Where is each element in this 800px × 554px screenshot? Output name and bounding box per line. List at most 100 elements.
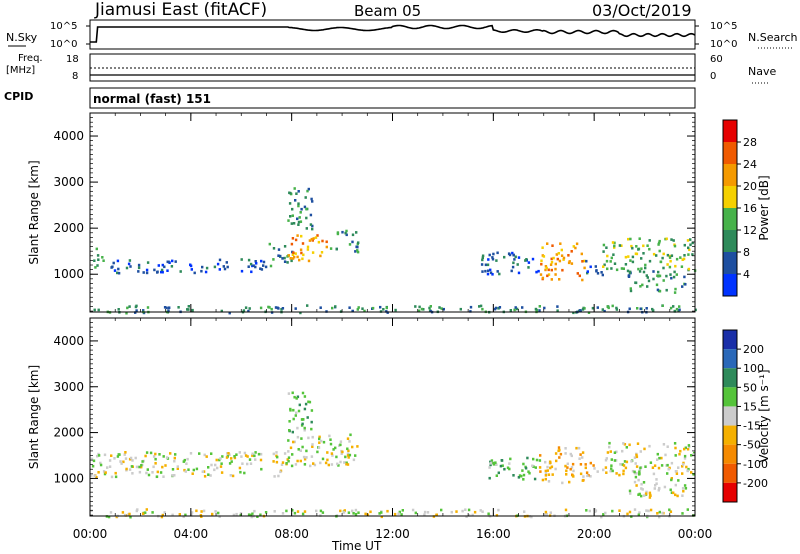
data-cell [681,472,684,475]
data-cell [657,274,660,277]
nsky-series-line [90,24,696,43]
data-cell [203,475,207,478]
data-cell [290,242,294,246]
data-cell [605,471,608,474]
data-cell [154,457,157,461]
data-cell [279,470,282,474]
data-cell [295,192,298,195]
data-cell [138,470,142,474]
data-cell [145,271,149,275]
data-cell [661,256,664,260]
data-cell [677,466,680,469]
data-cell [165,306,168,310]
data-cell [642,481,646,484]
data-cell [586,270,589,273]
data-cell [554,267,557,271]
data-cell [310,409,314,412]
data-cell [672,491,675,495]
data-cell [335,455,338,459]
data-cell [429,305,432,308]
data-cell [305,456,308,459]
data-cell [117,267,120,271]
data-cell [478,305,481,308]
colorbar-segment [723,482,737,502]
data-cell [686,469,689,473]
data-cell [652,309,655,312]
data-cell [228,462,232,465]
data-cell [289,409,292,412]
count-tick-high-right: 10^5 [710,21,738,32]
data-cell [556,257,559,261]
data-cell [321,457,325,461]
data-cell [291,453,294,456]
data-cell [579,453,582,456]
data-cell [253,454,256,458]
colorbar-segment [723,349,737,369]
data-cell [658,515,661,519]
data-cell [314,236,318,239]
data-cell [566,466,569,469]
data-cell [604,511,607,515]
data-cell [554,273,557,276]
data-cell [306,304,309,307]
data-cell [581,451,585,454]
colorbar-tick-label: -50 [743,439,761,452]
data-cell [640,482,643,486]
data-cell [663,485,667,489]
data-cell [635,465,639,468]
data-cell [211,512,214,516]
data-cell [216,262,220,266]
data-cell [681,463,685,466]
data-cell [455,510,458,513]
data-cell [107,515,111,519]
data-cell [310,237,313,241]
data-cell [681,512,684,515]
data-cell [207,466,210,469]
data-cell [539,470,542,473]
colorbar-segment [723,186,737,208]
data-cell [623,443,627,446]
data-cell [564,464,567,468]
data-cell [296,217,299,221]
data-cell [629,289,633,293]
data-cell [290,259,293,263]
data-cell [564,508,568,512]
data-cell [135,465,139,469]
data-cell [354,508,358,512]
data-cell [595,269,598,273]
data-cell [229,474,232,477]
data-cell [140,464,143,467]
data-cell [145,508,148,511]
data-cell [108,459,112,462]
data-cell [146,468,149,471]
data-cell [656,274,659,277]
data-cell [652,472,656,476]
panel-bg [90,113,695,312]
x-tick-label: 16:00 [476,527,511,541]
data-cell [316,450,319,454]
y-tick-label: 4000 [53,334,84,348]
data-cell [340,452,343,455]
data-cell [398,510,401,514]
data-cell [250,513,253,517]
data-cell [347,456,350,459]
data-cell [125,266,129,270]
data-cell [586,474,589,478]
data-cell [294,252,297,255]
data-cell [114,471,117,475]
data-cell [291,214,294,217]
data-cell [262,260,266,264]
data-cell [581,260,584,263]
data-cell [647,279,651,283]
data-cell [584,463,587,466]
data-cell [163,306,167,309]
data-cell [304,402,308,406]
data-cell [131,459,134,462]
data-cell [674,446,677,450]
data-cell [296,395,300,399]
data-cell [123,513,127,517]
data-cell [638,270,642,273]
data-cell [135,509,138,513]
data-cell [348,306,351,309]
colorbar-segment [723,142,737,164]
